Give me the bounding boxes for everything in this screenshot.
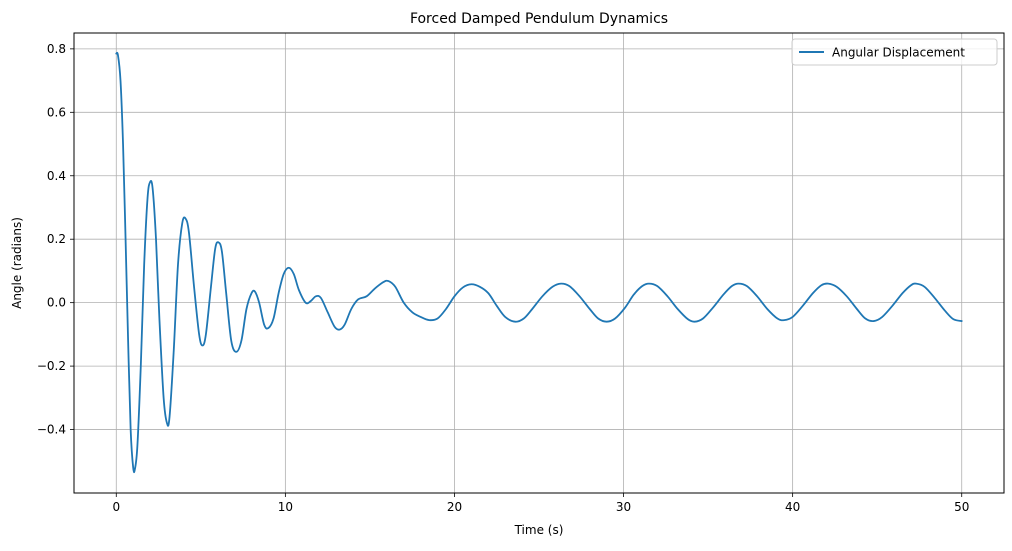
x-tick-label: 0 [112, 500, 120, 514]
y-tick-label: 0.6 [47, 105, 66, 119]
y-tick-label: 0.2 [47, 232, 66, 246]
y-tick-label: 0.4 [47, 169, 66, 183]
y-tick-label: 0.0 [47, 296, 66, 310]
x-axis-ticks: 0 10 20 30 40 50 [112, 493, 969, 514]
legend-label: Angular Displacement [832, 46, 965, 60]
y-axis-ticks: −0.4 −0.2 0.0 0.2 0.4 0.6 0.8 [37, 42, 74, 437]
legend-box [791, 38, 998, 66]
legend: Angular Displacement [791, 38, 998, 66]
x-axis-label: Time (s) [514, 523, 564, 537]
y-tick-label: 0.8 [47, 42, 66, 56]
series-layer [115, 51, 963, 474]
y-tick-label: −0.2 [37, 359, 66, 373]
y-axis-label: Angle (radians) [10, 217, 24, 309]
x-tick-label: 30 [616, 500, 631, 514]
series-line-0 [115, 51, 963, 474]
plot-area-frame [73, 32, 1005, 494]
x-tick-label: 10 [278, 500, 293, 514]
x-tick-label: 40 [785, 500, 800, 514]
chart-title: Forced Damped Pendulum Dynamics [410, 11, 668, 27]
x-tick-label: 20 [447, 500, 462, 514]
y-tick-label: −0.4 [37, 423, 66, 437]
x-tick-label: 50 [954, 500, 969, 514]
